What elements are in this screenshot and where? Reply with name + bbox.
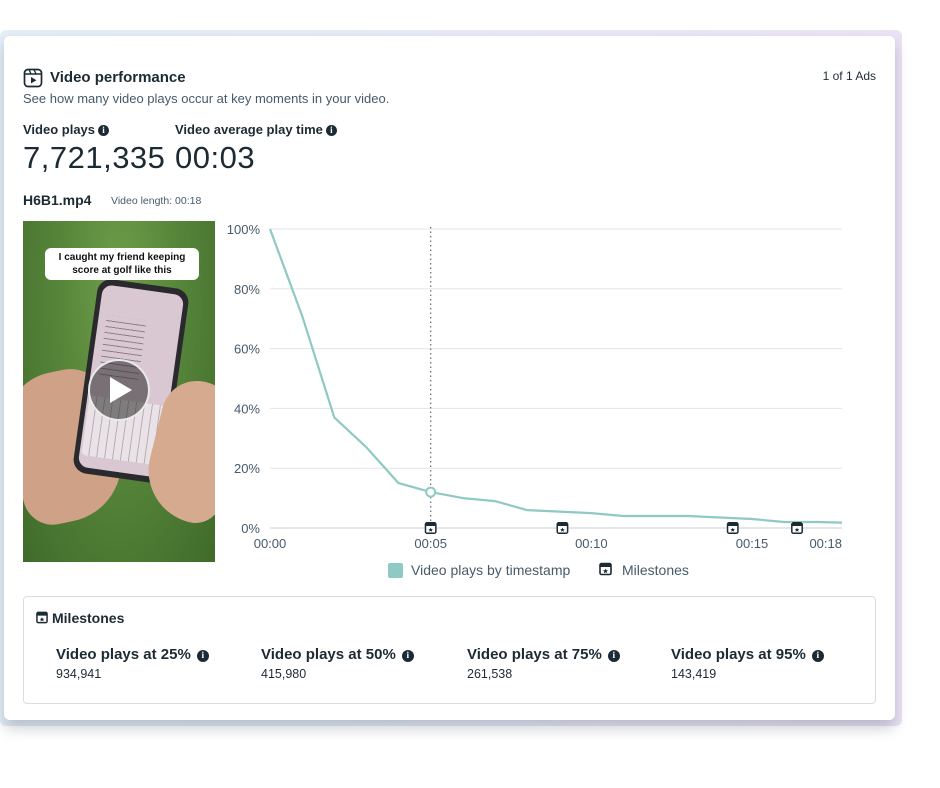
video-plays-chart: 0% 20% 40% 60% 80% 100% 00:00 00:05 00:10 00:15 00…: [227, 222, 843, 551]
milestones-panel: Milestones Video plays at 25% i 934,941 V…: [23, 596, 876, 704]
legend-milestones-label: Milestones: [622, 562, 689, 578]
metric-avg-play-time-value: 00:03: [175, 140, 256, 175]
legend-swatch-video-plays: [388, 563, 403, 578]
metric-avg-play-time-label: Video average play time i: [175, 122, 337, 137]
x-tick-label: 00:15: [736, 536, 769, 551]
info-icon[interactable]: i: [811, 650, 824, 662]
ads-count: 1 of 1 Ads: [822, 69, 876, 83]
thumbnail-caption: I caught my friend keeping score at golf…: [45, 248, 199, 280]
video-file-name: H6B1.mp4: [23, 192, 92, 208]
video-performance-icon: [23, 68, 43, 88]
milestone-50-label: Video plays at 50% i: [261, 646, 414, 663]
y-tick-label: 20%: [234, 461, 260, 476]
metric-video-plays-value: 7,721,335: [23, 140, 166, 175]
milestone-icon[interactable]: [556, 522, 569, 534]
x-tick-label: 00:10: [575, 536, 608, 551]
series-line-video-plays: [268, 228, 843, 524]
info-icon[interactable]: i: [98, 125, 110, 136]
play-icon: [110, 377, 132, 403]
y-tick-label: 60%: [234, 342, 260, 357]
info-icon[interactable]: i: [401, 650, 414, 662]
legend-video-plays-label: Video plays by timestamp: [411, 562, 571, 578]
info-icon[interactable]: i: [196, 650, 209, 662]
milestone-95-label: Video plays at 95% i: [671, 646, 824, 663]
play-button[interactable]: [88, 359, 150, 421]
page-title: Video performance: [50, 69, 186, 86]
y-tick-label: 0%: [241, 521, 260, 536]
milestone-75-label: Video plays at 75% i: [467, 646, 620, 663]
milestone-icon: [36, 611, 48, 624]
milestone-icon[interactable]: [424, 522, 437, 534]
metric-video-plays-label: Video plays i: [23, 122, 110, 137]
milestones-title: Milestones: [52, 610, 125, 626]
hover-point: [425, 486, 437, 498]
video-thumbnail[interactable]: I caught my friend keeping score at golf…: [23, 221, 215, 562]
x-tick-label: 00:00: [254, 536, 287, 551]
x-tick-label: 00:05: [414, 536, 447, 551]
y-tick-label: 100%: [227, 222, 261, 237]
milestone-icon: [599, 562, 612, 576]
milestone-75-value: 261,538: [467, 667, 513, 681]
info-icon[interactable]: i: [607, 650, 620, 662]
y-tick-label: 80%: [234, 282, 260, 297]
milestone-icon[interactable]: [791, 522, 804, 534]
video-length: Video length: 00:18: [111, 195, 202, 207]
milestone-25-label: Video plays at 25% i: [56, 646, 209, 663]
milestone-95-value: 143,419: [671, 667, 717, 681]
page-subtitle: See how many video plays occur at key mo…: [23, 91, 390, 106]
milestone-50-value: 415,980: [261, 667, 307, 681]
milestone-25-value: 934,941: [56, 667, 102, 681]
y-tick-label: 40%: [234, 401, 260, 416]
milestone-icon[interactable]: [726, 522, 739, 534]
x-tick-label: 00:18: [809, 536, 842, 551]
info-icon[interactable]: i: [325, 125, 337, 136]
